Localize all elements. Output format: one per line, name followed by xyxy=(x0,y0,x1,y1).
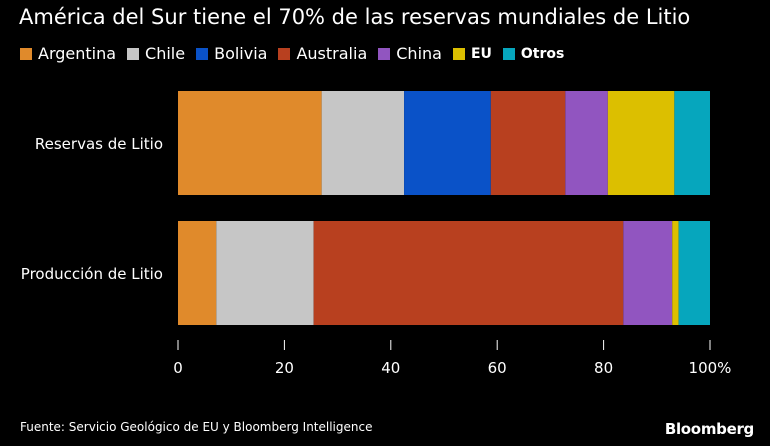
bloomberg-logo: Bloomberg xyxy=(664,420,754,438)
legend-item-chile: Chile xyxy=(127,44,185,63)
legend-swatch xyxy=(278,47,291,60)
category-label: Producción de Litio xyxy=(21,265,163,283)
legend-label: Bolivia xyxy=(214,44,268,63)
chart-title: América del Sur tiene el 70% de las rese… xyxy=(19,5,691,29)
bar-segment-otros-1 xyxy=(678,221,710,325)
x-tick-label: 0 xyxy=(173,359,183,377)
bar-segment-argentina-1 xyxy=(178,221,217,325)
legend-label: EU xyxy=(470,45,492,62)
bar-segment-bolivia-0 xyxy=(404,91,491,195)
legend-swatch xyxy=(452,47,465,60)
bar-segment-chile-1 xyxy=(216,221,314,325)
x-tick-label: 20 xyxy=(275,359,294,377)
bar-segment-australia-1 xyxy=(313,221,624,325)
bar-segment-argentina-0 xyxy=(178,91,322,195)
bar-segment-chile-0 xyxy=(321,91,405,195)
legend-label: Chile xyxy=(145,44,186,63)
legend-item-australia: Australia xyxy=(278,44,367,63)
legend-label: Otros xyxy=(520,45,565,62)
legend-swatch xyxy=(378,47,391,60)
legend-swatch xyxy=(127,47,140,60)
legend-swatch xyxy=(20,47,32,60)
legend-swatch xyxy=(196,47,209,60)
x-tick-label: 60 xyxy=(488,359,507,377)
bar-segment-eu-1 xyxy=(672,221,679,325)
legend-label: Australia xyxy=(296,44,368,63)
bar-segment-otros-0 xyxy=(674,91,710,195)
source-note: Fuente: Servicio Geológico de EU y Bloom… xyxy=(20,420,373,434)
legend-item-argentina: Argentina xyxy=(20,44,116,63)
category-label: Reservas de Litio xyxy=(35,135,163,153)
x-tick-label: 80 xyxy=(594,359,613,377)
legend-label: Argentina xyxy=(38,44,117,63)
legend-item-eu: EU xyxy=(452,45,492,62)
chart-legend: Argentina Chile Bolivia Australia China EU Otr… xyxy=(20,44,575,63)
bar-segment-china-0 xyxy=(565,91,608,195)
bar-segment-australia-0 xyxy=(490,91,566,195)
legend-item-bolivia: Bolivia xyxy=(196,44,267,63)
x-tick-label: 40 xyxy=(381,359,400,377)
legend-label: China xyxy=(396,44,442,63)
legend-item-otros: Otros xyxy=(502,45,565,62)
x-tick-label: 100% xyxy=(689,359,732,377)
legend-swatch xyxy=(502,47,515,60)
legend-item-china: China xyxy=(378,44,442,63)
bar-segment-china-1 xyxy=(623,221,673,325)
bar-segment-eu-0 xyxy=(607,91,675,195)
